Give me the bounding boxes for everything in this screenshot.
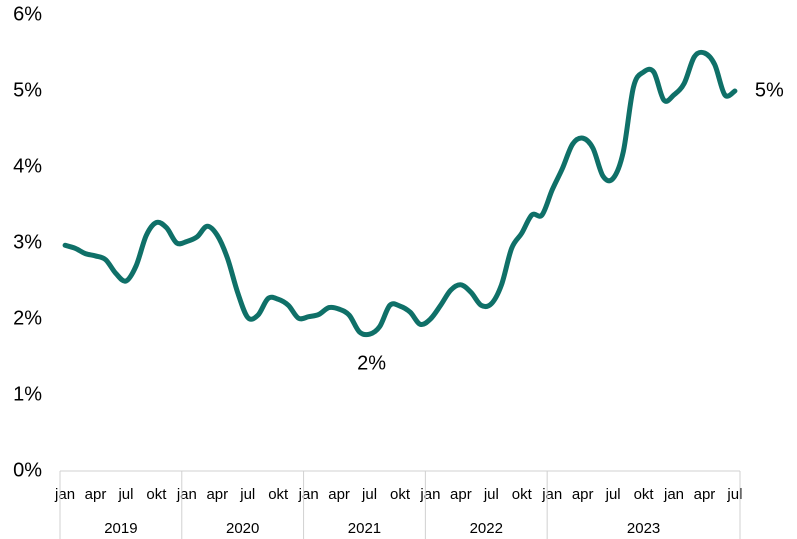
group-label: 2020 (226, 520, 259, 537)
group-label: 2022 (470, 520, 503, 537)
y-tick-label: 2% (13, 307, 42, 329)
y-tick-label: 6% (13, 3, 42, 25)
y-tick-label: 1% (13, 383, 42, 405)
x-tick-label: apr (85, 486, 107, 503)
group-label: 2021 (348, 520, 381, 537)
y-tick-label: 3% (13, 231, 42, 253)
group-label: 2019 (104, 520, 137, 537)
x-tick-label: apr (694, 486, 716, 503)
line (62, 49, 738, 338)
x-tick-label: jan (419, 486, 440, 503)
x-tick-label: jul (361, 486, 377, 503)
annotation: 2% (357, 352, 386, 374)
x-tick-label: jan (541, 486, 562, 503)
y-tick-label: 4% (13, 155, 42, 177)
x-tick-label: jul (605, 486, 621, 503)
x-tick-label: apr (450, 486, 472, 503)
x-tick-label: jul (239, 486, 255, 503)
annotation: 5% (755, 79, 784, 101)
y-tick-label: 5% (13, 79, 42, 101)
x-tick-label: jan (176, 486, 197, 503)
x-tick-label: jan (298, 486, 319, 503)
x-tick-label: jul (117, 486, 133, 503)
x-tick-label: apr (328, 486, 350, 503)
x-tick-label: okt (512, 486, 533, 503)
x-tick-label: jul (726, 486, 742, 503)
x-tick-label: jan (663, 486, 684, 503)
y-tick-label: 0% (13, 459, 42, 481)
x-tick-label: okt (634, 486, 655, 503)
x-tick-label: okt (390, 486, 411, 503)
group-label: 2023 (627, 520, 660, 537)
x-tick-label: jul (483, 486, 499, 503)
x-tick-label: okt (146, 486, 167, 503)
x-tick-label: jan (54, 486, 75, 503)
x-tick-label: okt (268, 486, 289, 503)
x-tick-label: apr (572, 486, 594, 503)
x-tick-label: apr (206, 486, 228, 503)
